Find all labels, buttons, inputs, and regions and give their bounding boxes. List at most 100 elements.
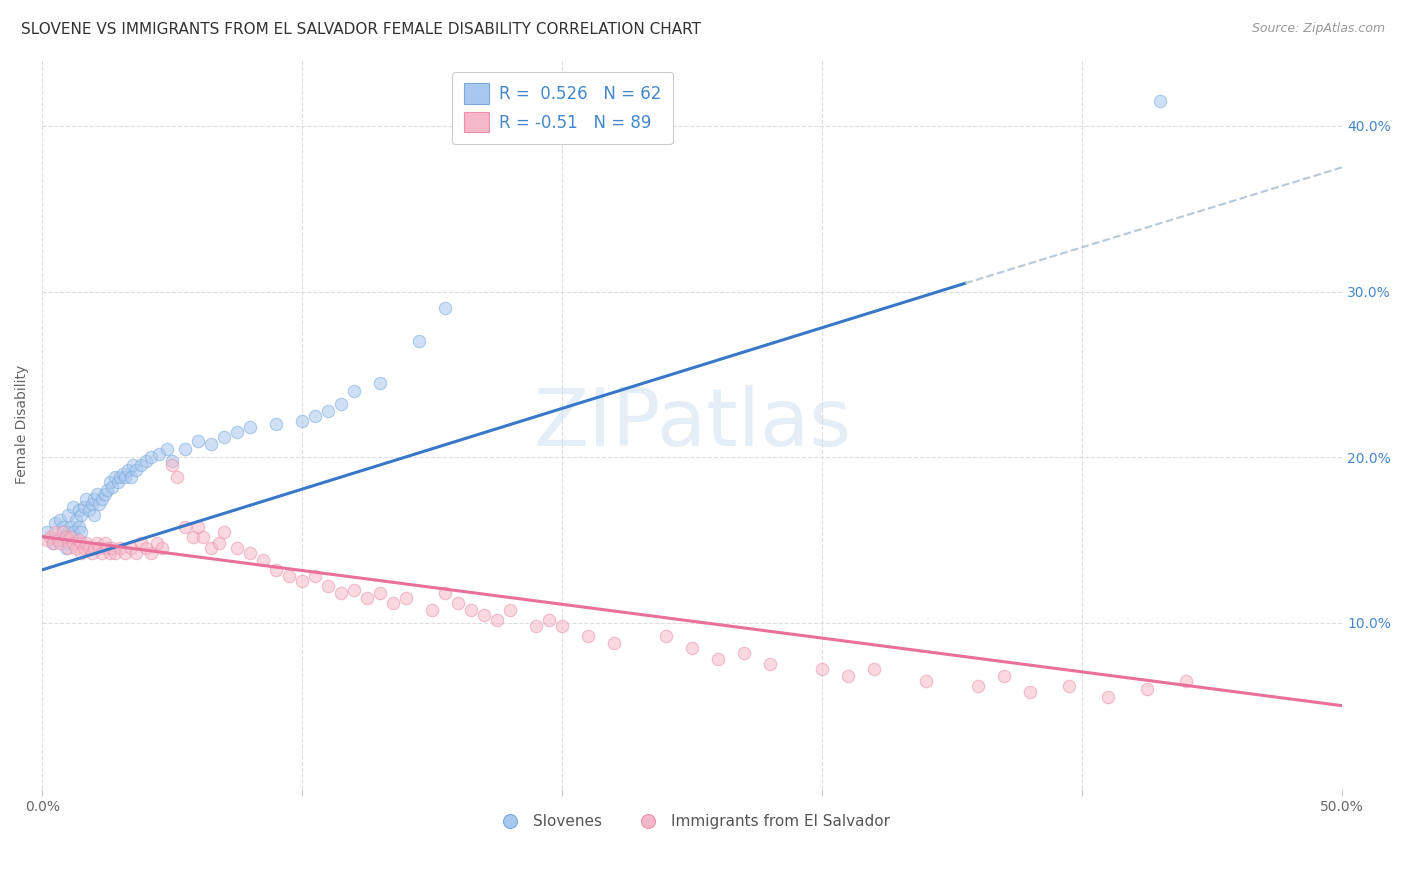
Point (181, 530, 204, 544)
Point (193, 530, 215, 544)
Point (316, 579, 339, 593)
Point (101, 480, 124, 494)
Point (70, 524, 93, 539)
Point (125, 463, 148, 477)
Point (77, 503, 100, 517)
Point (759, 657, 782, 672)
Point (343, 384, 366, 398)
Point (343, 582, 366, 597)
Point (304, 569, 326, 583)
Point (67, 533, 90, 547)
Point (96, 541, 118, 556)
Point (120, 470, 142, 484)
Point (59, 520, 82, 534)
Point (1097, 690, 1119, 705)
Point (46, 533, 69, 547)
Point (252, 553, 274, 567)
Point (1019, 685, 1042, 699)
Point (80, 546, 103, 560)
Point (52, 524, 75, 539)
Point (67, 503, 90, 517)
Point (98, 546, 121, 560)
Point (44, 516, 66, 531)
Point (368, 586, 391, 600)
Point (52, 520, 75, 534)
Point (811, 662, 834, 676)
Point (291, 574, 314, 589)
Point (200, 437, 222, 451)
Point (125, 546, 148, 560)
Point (486, 613, 509, 627)
Point (58, 508, 80, 523)
Point (141, 450, 163, 465)
Point (150, 541, 173, 556)
Point (44, 524, 66, 539)
Point (111, 467, 134, 481)
Point (77, 541, 100, 556)
Point (55, 541, 77, 556)
Point (408, 334, 430, 349)
Point (70, 546, 93, 560)
Point (37, 524, 59, 539)
Point (59, 530, 82, 544)
Point (70, 508, 93, 523)
Point (264, 563, 287, 577)
Point (129, 536, 152, 550)
Point (1149, 94, 1171, 108)
Point (239, 420, 262, 434)
Point (70, 536, 93, 550)
Point (837, 669, 859, 683)
Text: ZIPatlas: ZIPatlas (533, 385, 851, 463)
Point (117, 463, 139, 477)
Point (80, 497, 103, 511)
Point (264, 417, 287, 431)
Point (382, 596, 405, 610)
Point (91, 491, 114, 506)
Point (160, 458, 183, 473)
Point (129, 458, 152, 473)
Point (89, 541, 111, 556)
Point (212, 524, 235, 539)
Point (316, 404, 339, 418)
Point (58, 541, 80, 556)
Point (83, 491, 105, 506)
Point (120, 541, 142, 556)
Point (239, 546, 262, 560)
Point (499, 602, 522, 616)
Point (200, 541, 222, 556)
Point (65, 541, 87, 556)
Point (187, 434, 209, 448)
Point (434, 301, 457, 315)
Point (187, 520, 209, 534)
Point (278, 569, 301, 583)
Point (145, 536, 167, 550)
Point (73, 500, 96, 514)
Point (707, 652, 730, 666)
Point (98, 475, 121, 489)
Point (291, 414, 314, 428)
Point (434, 586, 457, 600)
Point (915, 673, 938, 688)
Point (96, 483, 118, 498)
Point (174, 520, 197, 534)
Point (65, 513, 87, 527)
Point (1136, 682, 1159, 697)
Point (460, 602, 482, 616)
Point (368, 376, 391, 390)
Point (108, 470, 131, 484)
Point (37, 533, 59, 547)
Point (538, 613, 561, 627)
Point (166, 470, 188, 484)
Point (733, 646, 755, 660)
Point (655, 629, 678, 643)
Point (62, 536, 84, 550)
Point (122, 458, 145, 473)
Point (75, 491, 97, 506)
Legend: Slovenes, Immigrants from El Salvador: Slovenes, Immigrants from El Salvador (489, 808, 896, 836)
Point (49, 513, 72, 527)
Text: SLOVENE VS IMMIGRANTS FROM EL SALVADOR FEMALE DISABILITY CORRELATION CHART: SLOVENE VS IMMIGRANTS FROM EL SALVADOR F… (21, 22, 702, 37)
Point (524, 619, 547, 633)
Point (967, 679, 990, 693)
Point (208, 536, 231, 550)
Point (447, 596, 470, 610)
